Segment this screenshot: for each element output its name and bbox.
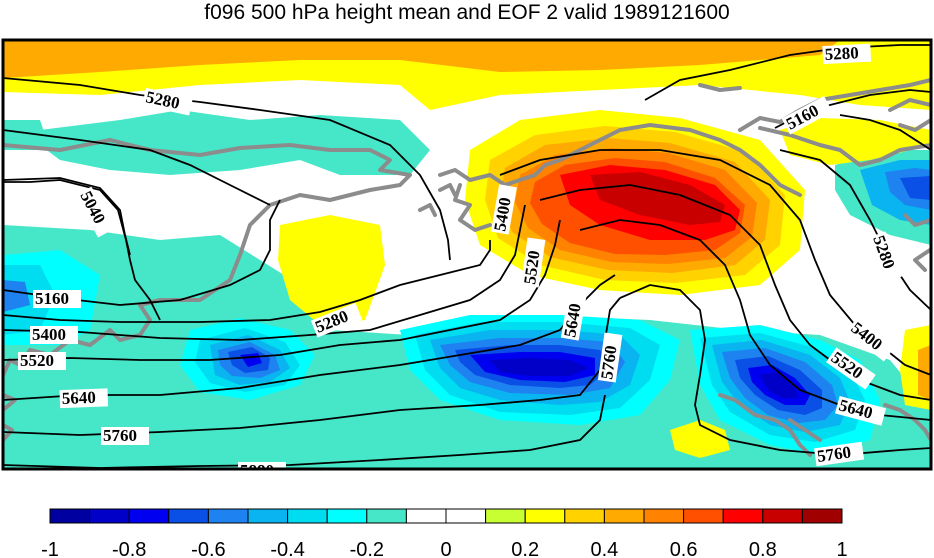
- plot-title: f096 500 hPa height mean and EOF 2 valid…: [204, 1, 730, 24]
- contour-5280-west: [3, 240, 491, 323]
- contour-label: 5520: [18, 351, 66, 370]
- contour-label: 5400: [30, 325, 78, 344]
- colorbar: -1 -0.8 -0.6 -0.4 -0.2 0 0.2 0.4 0.6 0.8 1: [41, 508, 848, 558]
- colorbar-box: [366, 508, 407, 524]
- colorbar-tick-label: 1: [836, 539, 847, 558]
- svg-text:5760: 5760: [597, 344, 621, 380]
- eof-shading: [3, 40, 931, 469]
- colorbar-boxes: [49, 508, 843, 524]
- colorbar-box: [762, 508, 803, 524]
- contour-label: 5160: [33, 289, 81, 308]
- colorbar-tick-label: 0.6: [670, 539, 698, 558]
- colorbar-box: [168, 508, 209, 524]
- contour-label: 5520: [520, 237, 546, 288]
- colorbar-tick-label: -0.8: [112, 539, 146, 558]
- colorbar-box: [326, 508, 368, 524]
- colorbar-tick-label: -0.4: [270, 539, 304, 558]
- colorbar-box: [247, 508, 289, 524]
- colorbar-box: [603, 508, 645, 524]
- colorbar-box: [524, 508, 566, 524]
- svg-text:5640: 5640: [61, 388, 96, 408]
- contour-5280-east: [779, 149, 931, 311]
- colorbar-tick-label: 0.2: [511, 539, 539, 558]
- contour-label: 5760: [814, 441, 865, 467]
- colorbar-tick-label: -0.2: [350, 539, 384, 558]
- svg-text:5400: 5400: [32, 325, 66, 344]
- svg-text:5160: 5160: [35, 289, 69, 308]
- contour-5040: [3, 179, 161, 321]
- coastlines: [3, 78, 931, 457]
- colorbar-tick-labels: -1 -0.8 -0.6 -0.4 -0.2 0 0.2 0.4 0.6 0.8 1: [41, 539, 847, 558]
- colorbar-box: [643, 508, 685, 524]
- contour-label: 5880: [238, 461, 286, 480]
- svg-text:5520: 5520: [520, 249, 544, 285]
- svg-text:5280: 5280: [824, 43, 859, 64]
- colorbar-box: [49, 508, 91, 524]
- colorbar-box: [683, 508, 724, 524]
- colorbar-box: [207, 508, 249, 524]
- map-panel: 5280 5280 5160 5040 5280 5160: [3, 40, 931, 480]
- contour-label: 5760: [597, 332, 623, 383]
- contour-label: 5280: [822, 43, 872, 65]
- svg-text:5520: 5520: [20, 351, 54, 370]
- colorbar-box: [722, 508, 764, 524]
- colorbar-tick-label: -1: [41, 539, 59, 558]
- colorbar-tick-label: 0.4: [590, 539, 618, 558]
- svg-text:5760: 5760: [103, 426, 137, 445]
- contour-5520-west: [3, 219, 561, 361]
- colorbar-box: [405, 508, 447, 524]
- colorbar-box: [801, 508, 843, 524]
- contour-label: 5640: [59, 388, 109, 409]
- colorbar-box: [89, 508, 130, 524]
- contour-label: 5760: [101, 426, 149, 445]
- colorbar-box: [445, 508, 487, 524]
- colorbar-box: [287, 508, 328, 524]
- colorbar-box: [485, 508, 526, 524]
- map-frame: [1, 38, 933, 471]
- svg-text:5880: 5880: [240, 461, 274, 480]
- colorbar-box: [564, 508, 605, 524]
- colorbar-tick-label: -0.6: [191, 539, 225, 558]
- contour-5280-north: [3, 77, 451, 261]
- positive-band-orange: [3, 40, 840, 78]
- svg-text:5760: 5760: [816, 442, 852, 466]
- colorbar-tick-label: 0: [440, 539, 451, 558]
- colorbar-box: [128, 508, 170, 524]
- colorbar-tick-label: 0.8: [749, 539, 777, 558]
- contour-5400-west: [3, 204, 526, 341]
